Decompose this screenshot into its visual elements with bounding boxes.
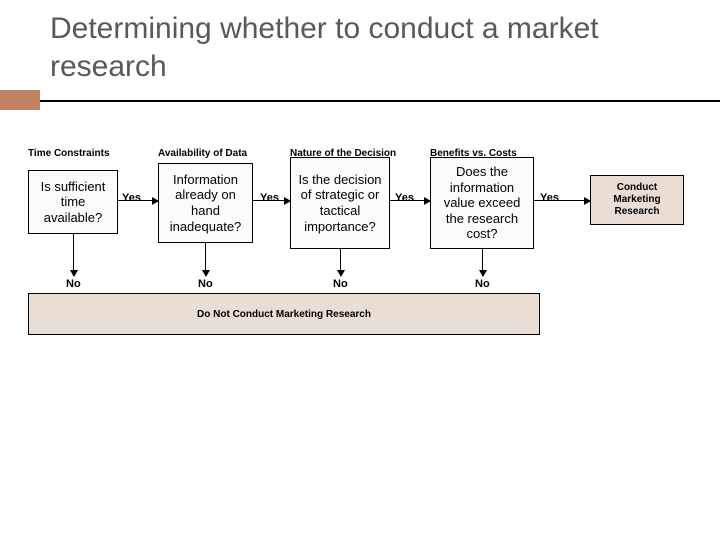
yes-label: Yes: [540, 192, 559, 204]
page-title: Determining whether to conduct a market …: [50, 10, 670, 85]
decision-box: Is the decision of strategic or tactical…: [290, 157, 390, 249]
yes-label: Yes: [260, 192, 279, 204]
no-arrow: [205, 243, 206, 276]
title-accent: [0, 90, 40, 110]
no-arrow: [340, 249, 341, 276]
no-label: No: [198, 278, 213, 290]
decision-box: Information already on hand inadequate?: [158, 163, 253, 243]
no-label: No: [333, 278, 348, 290]
decision-box: Does the information value exceed the re…: [430, 157, 534, 249]
no-label: No: [66, 278, 81, 290]
decision-box: Is sufficient time available?: [28, 170, 118, 234]
title-underline: [0, 100, 720, 102]
column-header: Time Constraints: [28, 148, 138, 159]
donot-box: Do Not Conduct Marketing Research: [28, 293, 540, 335]
yes-label: Yes: [395, 192, 414, 204]
final-box: Conduct Marketing Research: [590, 175, 684, 225]
column-header: Availability of Data: [158, 148, 273, 159]
no-arrow: [73, 234, 74, 276]
yes-label: Yes: [122, 192, 141, 204]
no-arrow: [482, 249, 483, 276]
no-label: No: [475, 278, 490, 290]
